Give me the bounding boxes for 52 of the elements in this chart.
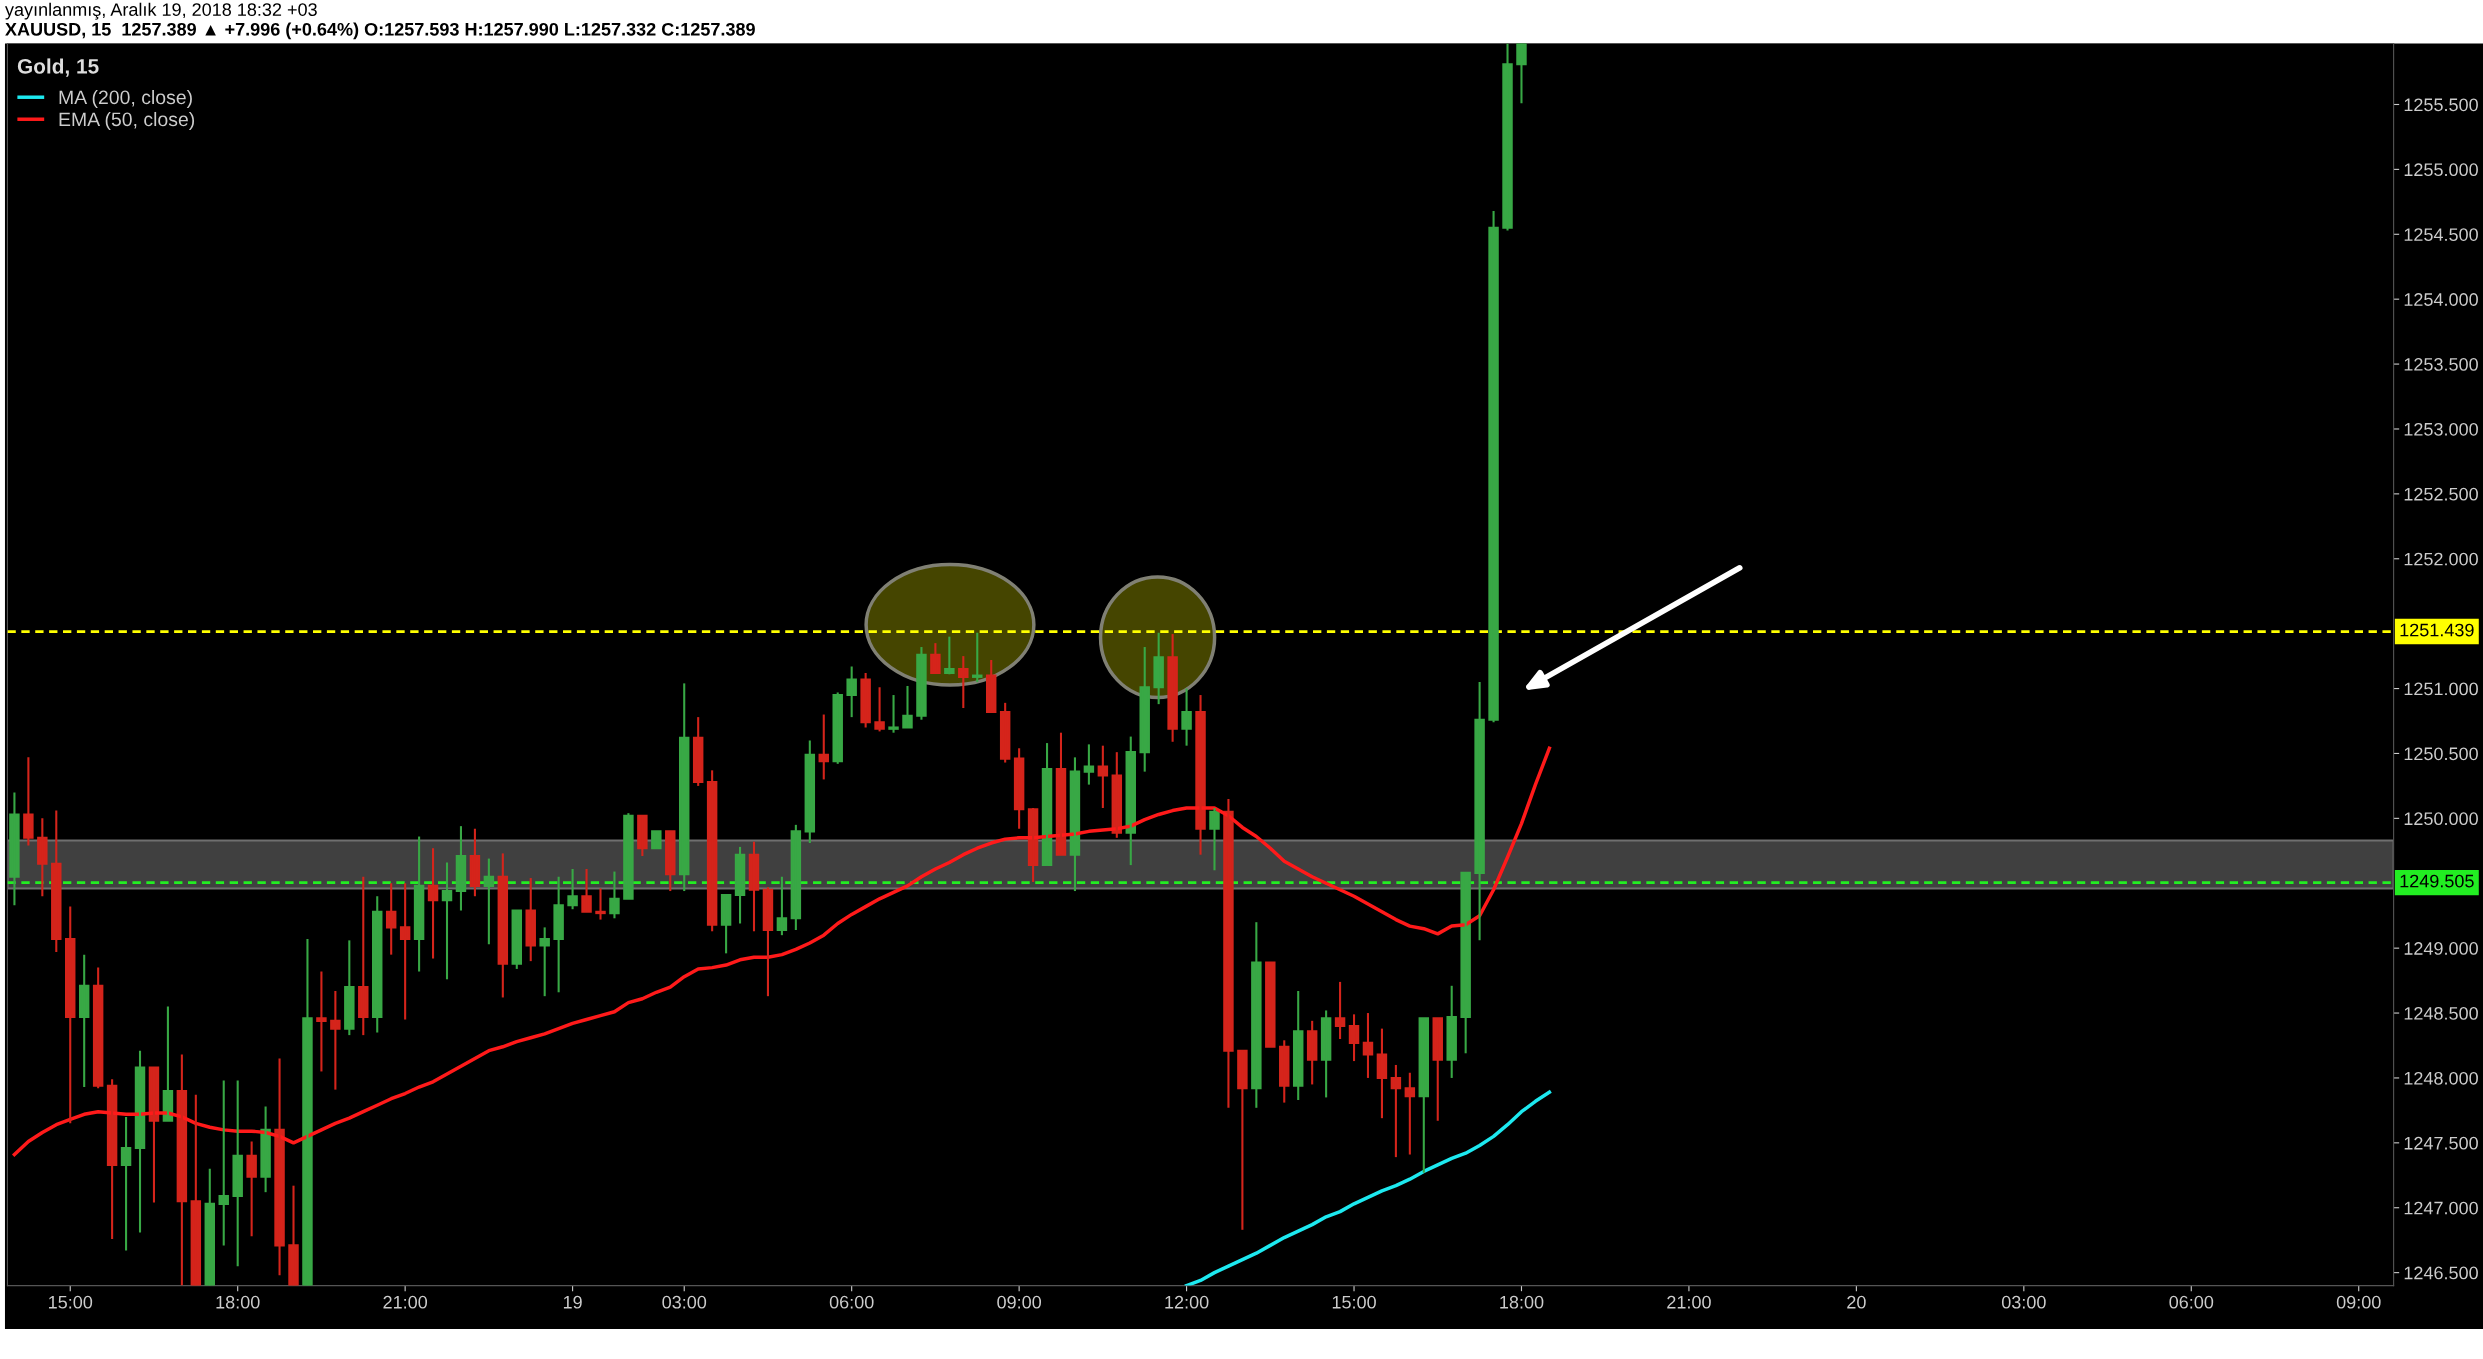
legend-label: EMA (50, close) [59,111,195,131]
x-tick-label: 19 [563,1295,582,1309]
y-tick-label: 1250.000 [2404,812,2478,826]
y-tick-label: 1254.000 [2404,293,2478,306]
line-series [1184,1090,1552,1286]
x-tick-label: 18:00 [216,1295,260,1309]
line-series [12,746,1552,1157]
text: yayınlanmış, Aralık 19, 2018 18:32 +03 [5,2,317,20]
y-tick-label: 1252.000 [2404,552,2478,566]
x-tick-label: 15:00 [49,1295,93,1309]
candlestick [846,665,857,719]
y-tick-label: 1247.000 [2404,1201,2478,1215]
x-tick-label: 03:00 [2001,1295,2046,1309]
y-tick-label: 1246.500 [2404,1266,2478,1280]
candlestick [1265,961,1276,1048]
x-tick-label: 09:00 [2336,1295,2381,1309]
candlestick [581,867,592,913]
y-tick-label: 1249.000 [2404,942,2478,955]
candlestick [651,830,662,850]
y-tick-label: 1247.500 [2404,1136,2478,1150]
y-tick-label: 1253.500 [2404,358,2478,371]
y-tick-label: 1251.000 [2404,682,2478,696]
x-tick-label: 21:00 [383,1295,428,1309]
candlestick [316,970,327,1073]
candlestick [944,635,955,676]
x-tick-label: 15:00 [1332,1295,1376,1309]
text: Gold, 15 [17,58,99,77]
y-tick-label: 1248.000 [2404,1071,2478,1085]
text: XAUUSD, 15 1257.389 ▲ +7.996 (+0.64%) O:1257.593 H:1257.990 L:1257.332 C:1257.389 [5,22,755,40]
ref-line-label: 1249.505 [2400,874,2474,888]
candlestick [874,686,885,733]
ref-line-label: 1251.439 [2400,623,2474,637]
y-tick-label: 1253.000 [2404,422,2478,436]
candlestick [958,655,969,710]
y-tick-label: 1248.500 [2404,1006,2478,1020]
x-tick-label: 06:00 [2169,1295,2214,1309]
y-tick-label: 1255.000 [2404,163,2478,177]
candlestick [888,694,899,734]
x-tick-label: 06:00 [829,1295,874,1309]
x-tick-label: 18:00 [1500,1295,1544,1309]
y-tick-label: 1250.500 [2404,747,2478,761]
x-tick-label: 03:00 [662,1295,707,1309]
candlestick [330,989,341,1091]
x-tick-label: 12:00 [1165,1295,1209,1309]
x-tick-label: 20 [1847,1295,1866,1309]
legend-label: MA (200, close) [59,89,192,109]
y-tick-label: 1255.500 [2404,98,2478,112]
x-tick-label: 21:00 [1667,1295,1711,1309]
candlestick [539,926,550,998]
y-tick-label: 1252.500 [2404,487,2478,501]
x-tick-label: 09:00 [997,1295,1042,1309]
y-tick-label: 1254.500 [2404,228,2478,241]
